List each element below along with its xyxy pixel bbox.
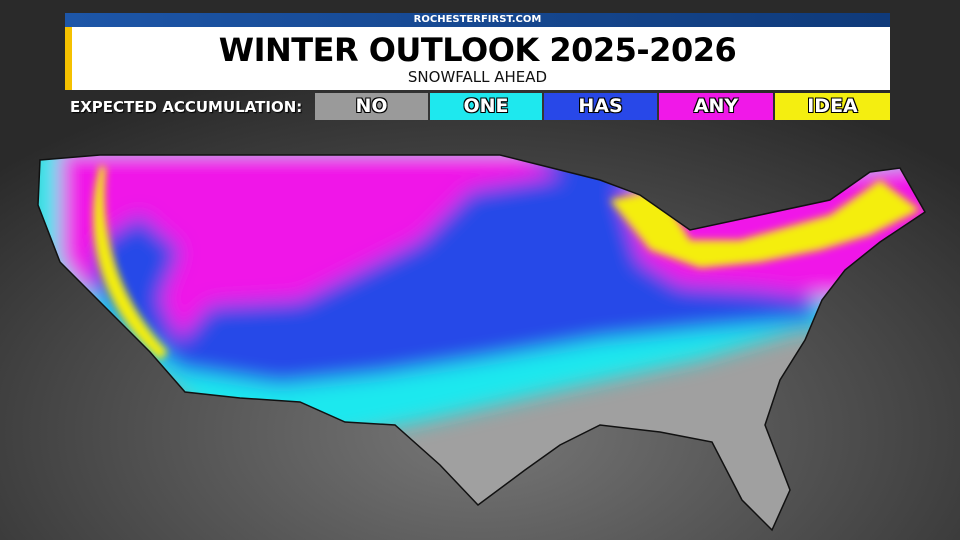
- legend-one: ONE: [430, 93, 542, 120]
- legend-has: HAS: [544, 93, 657, 120]
- legend-label: EXPECTED ACCUMULATION:: [70, 98, 303, 116]
- zone-idea-west: [93, 165, 168, 360]
- legend-idea: IDEA: [775, 93, 890, 120]
- zone-idea-east: [610, 180, 920, 268]
- zone-any-west: [60, 155, 560, 340]
- accent-stripe: [65, 27, 72, 90]
- page-title: WINTER OUTLOOK 2025-2026: [218, 31, 737, 69]
- page-subtitle: SNOWFALL AHEAD: [407, 68, 548, 86]
- title-box: WINTER OUTLOOK 2025-2026 SNOWFALL AHEAD: [65, 27, 890, 90]
- legend-no: NO: [315, 93, 428, 120]
- site-banner: ROCHESTERFIRST.COM: [65, 13, 890, 27]
- legend-any: ANY: [659, 93, 773, 120]
